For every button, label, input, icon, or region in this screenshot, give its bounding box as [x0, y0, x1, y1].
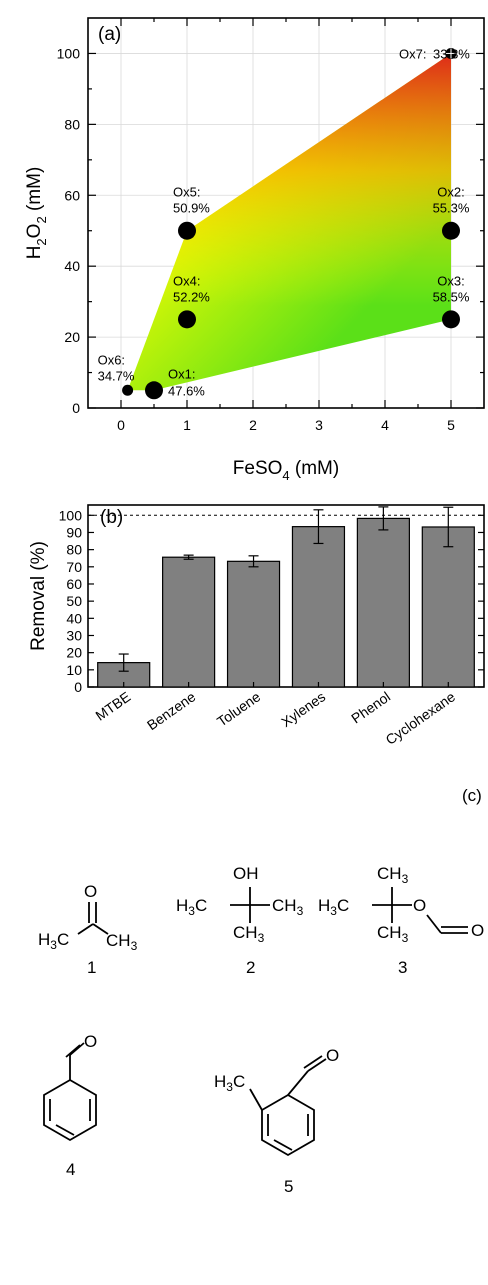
x-tick-label: 2 [249, 417, 257, 433]
svg-text:H3C: H3C [176, 896, 207, 918]
y-axis-label: Removal (%) [28, 541, 49, 651]
compound-5-number: 5 [284, 1177, 293, 1196]
y-tick-label: 60 [64, 187, 80, 203]
point-value-label: 58.5% [433, 289, 470, 304]
svg-text:H3C: H3C [318, 896, 349, 918]
y-tick-label: 100 [59, 507, 83, 523]
compound-1-acetone: O H3C CH3 1 [38, 882, 138, 977]
point-value-label: 50.9% [173, 201, 210, 216]
svg-text:CH3: CH3 [377, 923, 409, 945]
point-name-label: Ox7: [399, 46, 426, 61]
bar-phenol [356, 517, 410, 688]
point-ox2 [442, 221, 460, 240]
compound-2-number: 2 [246, 958, 255, 977]
point-name-label: Ox6: [98, 352, 125, 367]
x-tick-label: 5 [447, 417, 455, 433]
y-tick-label: 40 [66, 610, 82, 626]
svg-text:O: O [84, 882, 97, 901]
x-tick-label: 4 [381, 417, 389, 433]
svg-text:CH3: CH3 [272, 896, 304, 918]
y-tick-label: 0 [74, 679, 82, 695]
x-tick-label: Benzene [144, 688, 199, 733]
y-tick-label: 90 [66, 524, 82, 540]
point-name-label: Ox5: [173, 185, 200, 200]
bar-cyclohexane [421, 526, 475, 688]
point-name-label: Ox4: [173, 273, 200, 288]
response-surface-shade [127, 53, 451, 391]
point-value-label: 47.6% [168, 383, 205, 398]
x-axis-label: FeSO4 (mM) [233, 458, 339, 483]
x-tick-label: Phenol [348, 688, 393, 726]
point-ox1 [145, 381, 163, 400]
panel-b-label: (b) [100, 507, 123, 528]
x-tick-label: 1 [183, 417, 191, 433]
compound-4-number: 4 [66, 1160, 75, 1179]
compound-2-tert-butanol: OH H3C CH3 CH3 2 [176, 864, 304, 977]
point-ox6 [122, 384, 134, 396]
bar-toluene [226, 560, 281, 688]
x-tick-label: MTBE [92, 688, 133, 723]
svg-text:O: O [326, 1046, 339, 1065]
point-ox4 [178, 310, 196, 329]
y-tick-label: 80 [66, 542, 82, 558]
x-tick-label: Cyclohexane [383, 688, 459, 748]
y-tick-label: 0 [72, 400, 80, 416]
point-value-label: 52.2% [173, 289, 210, 304]
point-value-label: 33.3% [433, 46, 470, 61]
x-tick-label: Xylenes [278, 688, 328, 730]
point-ox3 [442, 310, 460, 329]
point-name-label: Ox1: [168, 366, 195, 381]
y-tick-label: 20 [64, 329, 80, 345]
y-tick-label: 10 [66, 662, 82, 678]
point-name-label: Ox3: [437, 273, 464, 288]
panel-c-label: (c) [462, 786, 482, 805]
x-tick-label: 3 [315, 417, 323, 433]
svg-text:CH3: CH3 [233, 923, 265, 945]
bar-xylenes [291, 526, 346, 688]
svg-text:O: O [471, 921, 484, 940]
y-tick-label: 70 [66, 559, 82, 575]
y-tick-label: 20 [66, 645, 82, 661]
point-name-label: Ox2: [437, 185, 464, 200]
panel-c-structures: (c) O H3C CH3 1 OH H3C CH3 CH3 2 CH3 H3C… [38, 786, 484, 1196]
y-axis-label: H2O2 (mM) [24, 167, 49, 260]
panel-a-label: (a) [98, 24, 121, 45]
svg-text:H3C: H3C [214, 1072, 245, 1094]
plot-frame [87, 504, 485, 688]
y-tick-label: 50 [66, 593, 82, 609]
y-tick-label: 30 [66, 627, 82, 643]
svg-text:CH3: CH3 [106, 931, 138, 953]
y-tick-label: 40 [64, 258, 80, 274]
y-tick-label: 100 [57, 45, 81, 61]
svg-text:O: O [84, 1032, 97, 1051]
compound-3-tert-butyl-formate: CH3 H3C O CH3 O 3 [318, 864, 484, 977]
svg-text:CH3: CH3 [377, 864, 409, 886]
y-tick-label: 80 [64, 116, 80, 132]
bar-benzene [162, 556, 216, 688]
point-value-label: 34.7% [98, 368, 135, 383]
svg-text:O: O [413, 896, 426, 915]
compound-3-number: 3 [398, 958, 407, 977]
compound-4-benzaldehyde: O 4 [43, 1032, 97, 1179]
panel-a-chart: 0 1 2 3 4 5 0 20 40 60 80 100 (a) FeSO4 (mM) H2O2 (mM)… [24, 17, 485, 483]
compound-5-methylbenzaldehyde: O H3C 5 [214, 1046, 339, 1196]
svg-text:OH: OH [233, 864, 259, 883]
x-tick-label: Toluene [214, 688, 264, 729]
point-ox5 [178, 221, 196, 240]
svg-text:H3C: H3C [38, 930, 69, 952]
x-tick-label: 0 [117, 417, 125, 433]
point-value-label: 55.3% [433, 201, 470, 216]
y-tick-label: 60 [66, 576, 82, 592]
compound-1-number: 1 [87, 958, 96, 977]
